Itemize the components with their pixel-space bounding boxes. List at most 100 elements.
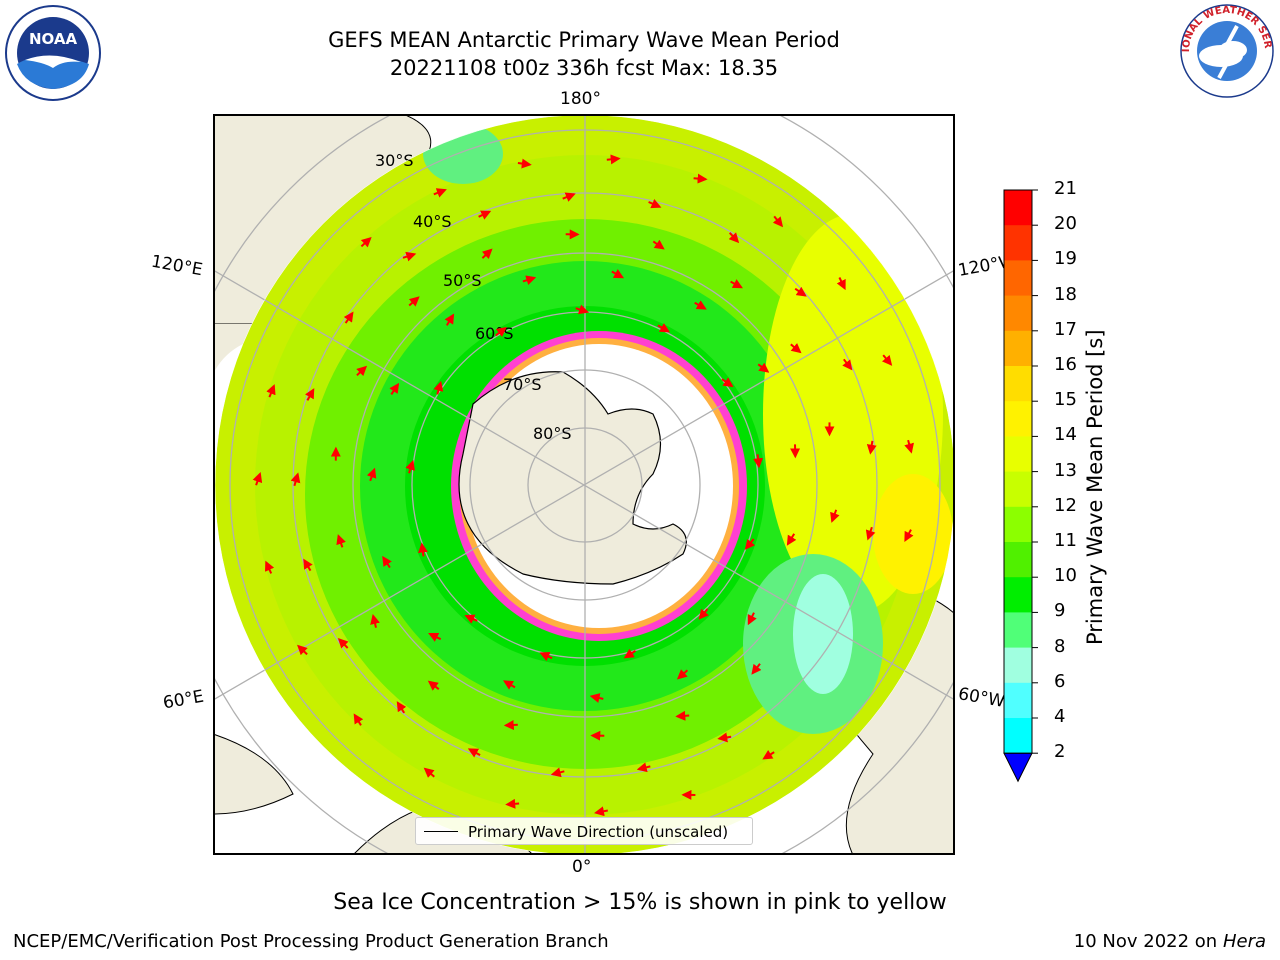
colorbar-tick-label: 9 <box>1054 600 1066 622</box>
wave-direction-arrow <box>433 380 444 395</box>
wave-direction-arrow <box>676 669 689 680</box>
wave-direction-arrow <box>694 300 707 310</box>
map-legend: Primary Wave Direction (unscaled) <box>415 817 753 845</box>
wave-direction-arrow <box>464 614 478 624</box>
colorbar-label: Primary Wave Mean Period [s] <box>1083 329 1107 645</box>
colorbar-tick-label: 6 <box>1054 670 1066 692</box>
nws-logo: NATIONAL WEATHER SERVICE <box>1177 2 1274 98</box>
lat-label-40s: 40°S <box>413 212 452 231</box>
colorbar-segment <box>1004 506 1032 543</box>
colorbar-tick-label: 14 <box>1054 424 1077 446</box>
noaa-logo-text: NOAA <box>29 30 78 48</box>
legend-line-icon <box>424 831 458 832</box>
machine-name: Hera <box>1222 931 1266 952</box>
wave-direction-arrow <box>427 680 440 691</box>
wave-direction-arrow <box>517 158 532 169</box>
colorbar-tick-label: 8 <box>1054 635 1066 657</box>
wave-direction-arrow <box>305 388 315 401</box>
colorbar-tick-label: 17 <box>1054 318 1077 340</box>
wave-direction-arrow <box>290 472 301 487</box>
colorbar-segment <box>1004 718 1032 754</box>
wave-direction-arrow <box>343 311 354 324</box>
colorbar-tick-label: 16 <box>1054 354 1077 375</box>
colorbar-segment <box>1004 436 1032 473</box>
wave-direction-arrow <box>744 538 756 550</box>
lon-label-60w: 60°W <box>956 684 1007 712</box>
wave-direction-arrow <box>522 275 537 285</box>
wave-direction-arrow <box>264 560 275 574</box>
colorbar-tick-label: 12 <box>1054 494 1077 516</box>
wave-direction-arrow <box>830 509 840 523</box>
wave-direction-arrow <box>611 269 625 279</box>
wave-direction-arrow <box>402 251 417 262</box>
colorbar-segment <box>1004 295 1032 332</box>
wave-direction-arrow <box>481 248 493 260</box>
wave-direction-arrow <box>382 555 392 569</box>
wave-direction-arrow <box>657 323 671 333</box>
wave-direction-arrow <box>408 296 420 307</box>
wave-direction-arrow <box>648 199 662 209</box>
map-panel: 30°S 40°S 50°S 60°S 70°S 80°S <box>213 114 955 855</box>
colorbar-tick-label: 2 <box>1054 741 1066 763</box>
wave-direction-arrow <box>478 210 492 220</box>
wave-direction-arrow <box>753 454 764 469</box>
chart-subtitle: 20221108 t00z 336h fcst Max: 18.35 <box>389 56 779 80</box>
wave-direction-arrow <box>467 748 481 758</box>
wave-direction-arrow <box>539 652 553 662</box>
wave-direction-arrow <box>790 343 802 354</box>
wave-direction-arrow <box>405 459 415 474</box>
lon-label-120e: 120°E <box>149 251 205 281</box>
run-date: 10 Nov 2022 on Hera <box>1074 931 1266 952</box>
credit-text: NCEP/EMC/Verification Post Processing Pr… <box>13 931 609 952</box>
wave-direction-arrow <box>786 533 797 546</box>
colorbar-tick-label: 20 <box>1054 213 1077 235</box>
wave-direction-arrow <box>747 612 757 626</box>
wave-direction-arrow <box>356 365 368 377</box>
wave-direction-arrow <box>836 277 846 291</box>
lon-label-60e: 60°E <box>161 686 206 714</box>
colorbar-tick-label: 13 <box>1054 459 1077 481</box>
colorbar-tick-label: 4 <box>1054 706 1066 727</box>
colorbar-tick-label: 18 <box>1054 283 1077 305</box>
wave-direction-arrow <box>693 173 708 184</box>
wave-direction-arrow <box>842 358 853 371</box>
lat-label-70s: 70°S <box>503 375 542 394</box>
wave-direction-arrows <box>252 154 914 817</box>
wave-direction-arrow <box>698 608 709 620</box>
lat-label-60s: 60°S <box>475 324 514 343</box>
wave-direction-arrow <box>794 286 807 297</box>
wave-direction-arrow <box>717 732 732 743</box>
wave-direction-arrow <box>728 232 740 244</box>
colorbar-segment <box>1004 682 1032 719</box>
wave-direction-arrow <box>297 644 308 656</box>
wave-direction-arrow <box>562 192 576 202</box>
wave-direction-arrow <box>303 558 313 572</box>
wave-direction-arrow <box>675 710 690 721</box>
colorbar-segment <box>1004 225 1032 261</box>
wave-direction-arrow <box>652 239 665 250</box>
wave-direction-arrow <box>904 529 914 542</box>
wave-direction-arrow <box>575 304 590 315</box>
lat-label-50s: 50°S <box>443 271 482 290</box>
wave-direction-arrow <box>762 749 775 760</box>
wave-direction-arrow <box>505 798 520 809</box>
wave-direction-arrow <box>606 154 621 165</box>
wave-direction-arrow <box>503 720 518 730</box>
colorbar-segment <box>1004 330 1032 367</box>
wave-direction-arrow <box>389 382 400 395</box>
run-date-text: 10 Nov 2022 on <box>1073 931 1218 952</box>
colorbar-tick-label: 19 <box>1054 248 1077 270</box>
noaa-logo: NOAA <box>5 5 101 101</box>
wave-direction-arrow <box>589 693 604 703</box>
wave-direction-arrow <box>418 542 428 557</box>
colorbar-tick-label: 21 <box>1054 178 1077 199</box>
wave-direction-arrow <box>336 534 346 548</box>
wave-direction-arrow <box>550 767 565 778</box>
wave-direction-arrow <box>772 215 784 228</box>
sea-ice-note: Sea Ice Concentration > 15% is shown in … <box>333 890 947 915</box>
wave-direction-arrow <box>423 767 435 778</box>
wave-direction-arrow <box>751 663 762 675</box>
colorbar-segment <box>1004 401 1032 437</box>
wave-direction-arrow <box>881 354 893 366</box>
colorbar-tick-label: 10 <box>1054 565 1077 587</box>
